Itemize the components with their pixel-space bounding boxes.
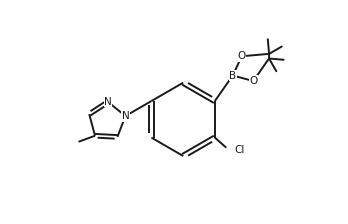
Text: B: B — [229, 71, 236, 80]
Text: N: N — [121, 111, 129, 121]
Text: O: O — [238, 51, 246, 61]
Text: O: O — [249, 76, 258, 86]
Text: N: N — [104, 97, 112, 107]
Text: Cl: Cl — [235, 145, 245, 155]
